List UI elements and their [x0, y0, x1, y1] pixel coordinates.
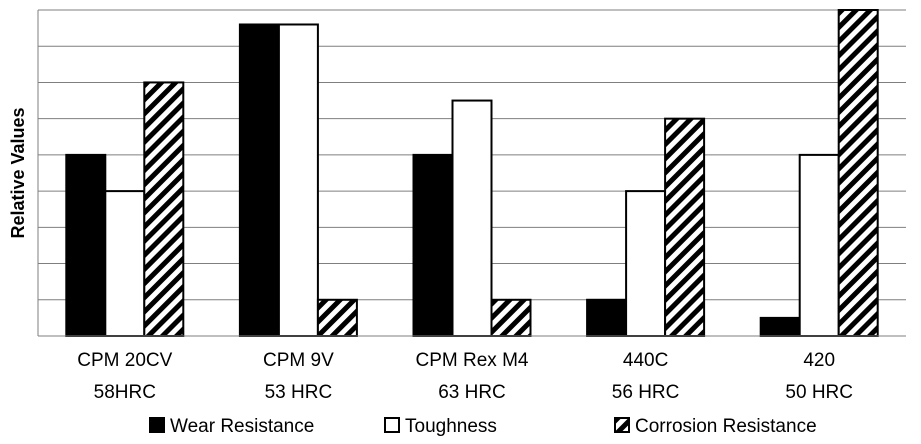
bar-toughness	[625, 190, 667, 337]
bar-toughness	[798, 153, 840, 337]
bar-wear-resistance	[65, 153, 107, 337]
bar-wear-resistance	[412, 153, 454, 337]
x-tick-label: CPM 20CV	[77, 350, 172, 371]
bar-toughness	[451, 99, 493, 337]
legend-swatch-wear-resistance	[149, 417, 165, 433]
bars	[65, 9, 879, 337]
bar-wear-resistance	[238, 23, 280, 337]
x-tick-labels: CPM 20CV 58HRC CPM 9V 53 HRC CPM Rex M4 63 HR…	[77, 350, 853, 403]
x-tick-label: 63 HRC	[438, 382, 506, 403]
x-tick-label: 56 HRC	[612, 382, 680, 403]
x-tick-label: 58HRC	[94, 382, 156, 403]
bar-corrosion-resistance	[664, 117, 706, 337]
bar-corrosion-resistance	[316, 298, 358, 337]
bar-corrosion-resistance	[143, 81, 185, 337]
legend: Wear Resistance Toughness Corrosion Resist…	[149, 416, 817, 437]
x-tick-label: CPM 9V	[263, 350, 334, 371]
bar-wear-resistance	[586, 298, 628, 337]
legend-swatch-toughness	[384, 417, 400, 433]
bar-toughness	[104, 190, 146, 337]
legend-label-corrosion-resistance: Corrosion Resistance	[635, 416, 817, 437]
legend-label-toughness: Toughness	[405, 416, 497, 437]
x-tick-label: 53 HRC	[265, 382, 333, 403]
legend-label-wear-resistance: Wear Resistance	[170, 416, 314, 437]
y-axis-label: Relative Values	[8, 107, 28, 238]
axes	[37, 10, 906, 337]
x-tick-label: 440C	[623, 350, 668, 371]
bar-toughness	[277, 23, 319, 337]
x-tick-label: 50 HRC	[785, 382, 853, 403]
x-tick-label: 420	[803, 350, 835, 371]
bar-corrosion-resistance	[490, 298, 532, 337]
legend-swatch-corrosion-resistance	[614, 417, 630, 433]
bar-wear-resistance	[759, 316, 801, 337]
x-tick-label: CPM Rex M4	[416, 350, 529, 371]
bar-corrosion-resistance	[837, 9, 879, 337]
